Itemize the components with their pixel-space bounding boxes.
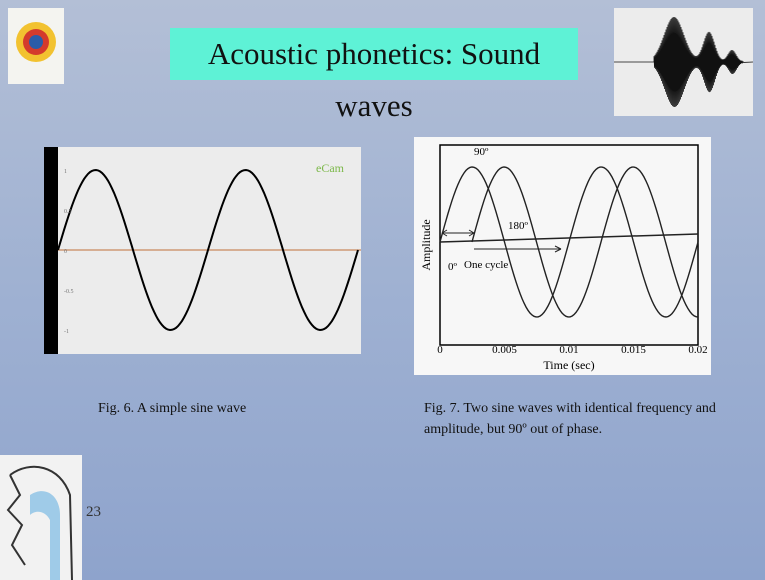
x-tick-label: 0.005 (492, 344, 517, 356)
x-tick-label: 0.01 (559, 344, 578, 356)
y-tick-label: -0.5 (64, 289, 74, 295)
slide-number: 23 (86, 504, 101, 521)
slide-title: Acoustic phonetics: Sound waves (170, 28, 578, 80)
annotation: One cycle (464, 259, 508, 271)
x-axis-label: Time (sec) (543, 358, 594, 372)
ecam-logo: eCam (316, 161, 345, 175)
vocal-tract-icon (0, 455, 82, 580)
slide: Acoustic phonetics: Sound waves eCam 1 0.… (0, 0, 765, 580)
speech-waveform (614, 8, 753, 116)
annotation: 180º (508, 220, 529, 232)
y-tick-label: 1 (64, 169, 67, 175)
figure-caption: Fig. 6. A simple sine wave (98, 398, 246, 419)
x-tick-label: 0.02 (688, 344, 707, 356)
figure-7: 90º 180º 0º One cycle 0 0.005 0.01 0.015 0.02 A… (414, 137, 711, 375)
x-tick-label: 0.015 (621, 344, 646, 356)
y-tick-label: 0.5 (64, 209, 72, 215)
y-tick-label: -1 (64, 329, 69, 335)
x-tick-label: 0 (437, 344, 443, 356)
y-tick-label: 0 (64, 249, 67, 255)
y-axis-label: Amplitude (419, 219, 433, 270)
figure-caption: Fig. 7. Two sine waves with identical fr… (424, 398, 724, 440)
figure-6: eCam 1 0.5 0 -0.5 -1 (44, 147, 361, 354)
annotation: 90º (474, 146, 489, 158)
annotation: 0º (448, 261, 458, 273)
institute-logo (8, 8, 64, 84)
